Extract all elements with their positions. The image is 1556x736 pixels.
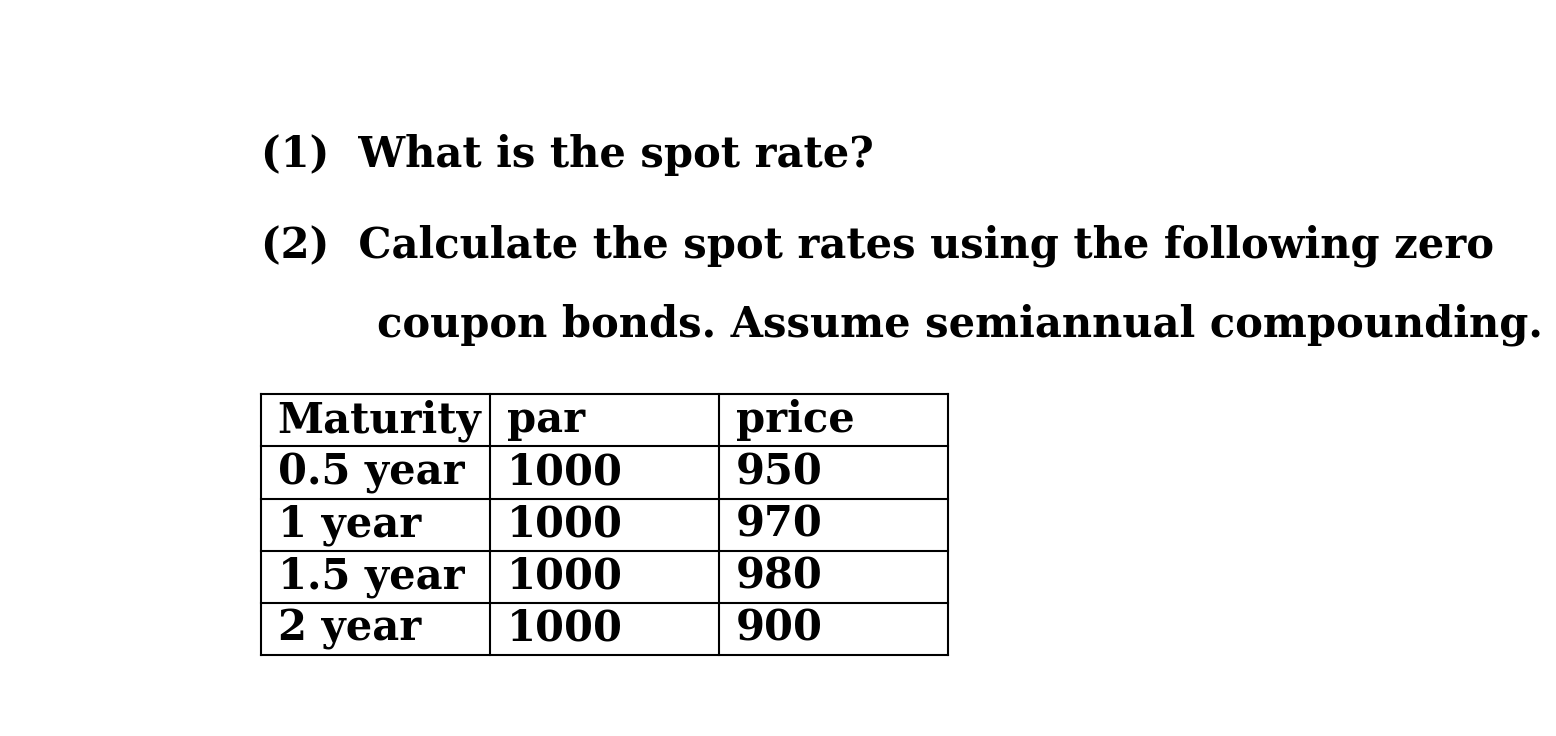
Text: 1000: 1000 (507, 452, 622, 494)
Text: 1000: 1000 (507, 608, 622, 650)
Text: 1 year: 1 year (277, 503, 422, 545)
Text: 980: 980 (736, 556, 823, 598)
Text: (2)  Calculate the spot rates using the following zero: (2) Calculate the spot rates using the f… (261, 224, 1494, 267)
Text: 900: 900 (736, 608, 823, 650)
Text: (1)  What is the spot rate?: (1) What is the spot rate? (261, 134, 873, 176)
Text: 2 year: 2 year (277, 608, 422, 650)
Text: 970: 970 (736, 503, 823, 545)
Text: 1000: 1000 (507, 503, 622, 545)
Text: coupon bonds. Assume semiannual compounding.: coupon bonds. Assume semiannual compound… (261, 304, 1542, 346)
Text: 1000: 1000 (507, 556, 622, 598)
Text: 0.5 year: 0.5 year (277, 452, 464, 494)
Text: Maturity: Maturity (277, 399, 481, 442)
Text: price: price (736, 400, 854, 442)
Text: 1.5 year: 1.5 year (277, 556, 464, 598)
Text: 950: 950 (736, 452, 823, 494)
Text: par: par (507, 400, 585, 442)
